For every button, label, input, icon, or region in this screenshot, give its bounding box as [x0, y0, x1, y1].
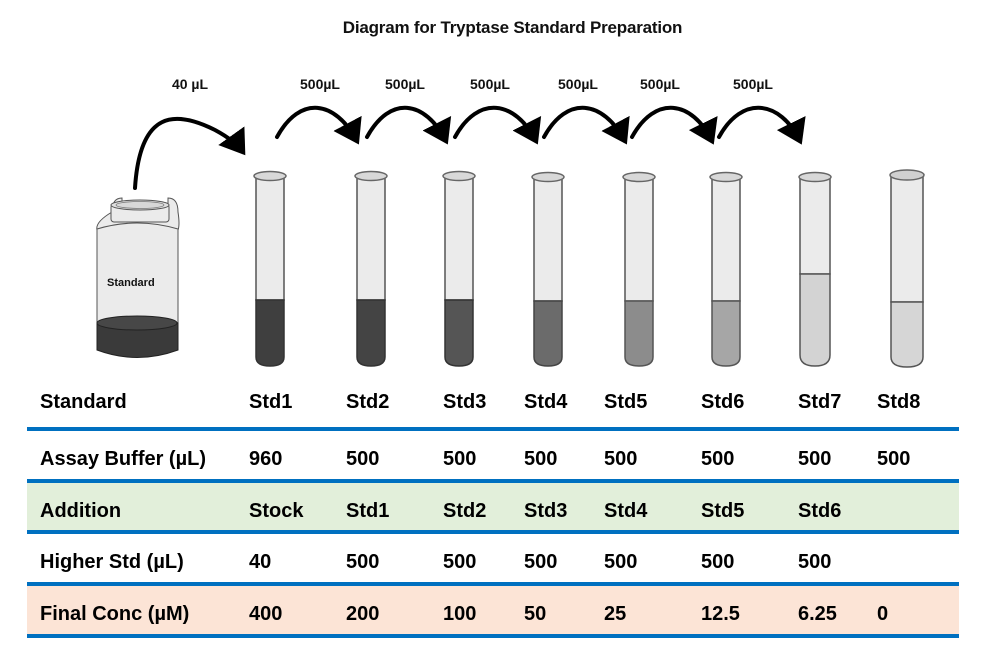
tube-std5-icon: [622, 171, 656, 367]
table-cell: 40: [249, 551, 272, 573]
standard-vial-icon: [96, 197, 180, 358]
table-cell: 0: [877, 603, 889, 625]
table-cell: Std4: [604, 500, 648, 522]
arrow-std4-to-std5: [542, 105, 630, 145]
arrow-std5-to-std6: [630, 105, 718, 145]
table-cell: 500: [443, 551, 477, 573]
arrow-std2-to-std3: [365, 105, 452, 145]
table-cell: 400: [249, 603, 283, 625]
tube-std1-icon: [253, 170, 287, 367]
row-label: Addition: [40, 500, 122, 522]
row-label: Assay Buffer (µL): [40, 448, 206, 470]
row-label: Higher Std (µL): [40, 551, 184, 573]
vial-label: Standard: [107, 277, 155, 289]
transfer-label-4: 500µL: [558, 76, 598, 92]
final-conc-row-bg: [27, 586, 959, 635]
transfer-arrows: [133, 105, 806, 190]
row-label: Final Conc (µM): [40, 603, 190, 625]
table-rule: [27, 530, 959, 534]
table-cell: 100: [443, 603, 477, 625]
table-cell: 500: [701, 448, 735, 470]
table-cell: 960: [249, 448, 283, 470]
table-cell: 50: [524, 603, 547, 625]
table-cell: Std7: [798, 391, 842, 413]
tube-std6-icon: [709, 171, 743, 367]
table-cell: Std5: [604, 391, 648, 413]
tube-std7-icon: [798, 171, 832, 367]
table-cell: Stock: [249, 500, 304, 522]
table-cell: Std2: [443, 500, 487, 522]
transfer-label-stock: 40 µL: [171, 76, 209, 92]
table-cell: 500: [604, 448, 638, 470]
table-cell: 25: [604, 603, 627, 625]
arrow-stock-to-std1: [133, 116, 246, 190]
table-cell: 500: [701, 551, 735, 573]
transfer-label-1: 500µL: [300, 76, 340, 92]
tube-std4-icon: [531, 171, 565, 367]
row-label: Standard: [40, 391, 127, 413]
table-cell: 12.5: [701, 603, 740, 625]
table-rule: [27, 479, 959, 483]
table-cell: 500: [524, 448, 558, 470]
transfer-label-3: 500µL: [470, 76, 510, 92]
addition-row-bg: [27, 483, 959, 531]
table-cell: 500: [443, 448, 477, 470]
table-cell: Std2: [346, 391, 390, 413]
table-cell: 500: [346, 551, 380, 573]
transfer-label-5: 500µL: [640, 76, 680, 92]
table-cell: Std4: [524, 391, 568, 413]
tube-std8-icon: [889, 169, 925, 368]
table-cell: 500: [346, 448, 380, 470]
tube-std2-icon: [354, 170, 388, 367]
tube-std3-icon: [442, 170, 476, 367]
table-cell: 200: [346, 603, 380, 625]
table-rule: [27, 634, 959, 638]
arrow-std6-to-std7: [717, 105, 806, 145]
table-cell: Std5: [701, 500, 745, 522]
table-cell: 500: [798, 448, 832, 470]
table-cell: Std1: [249, 391, 293, 413]
arrow-std1-to-std2: [275, 105, 362, 145]
table-cell: Std1: [346, 500, 390, 522]
diagram-title: Diagram for Tryptase Standard Preparatio…: [342, 18, 683, 37]
table-cell: Std6: [798, 500, 842, 522]
table-cell: 500: [877, 448, 911, 470]
table-cell: 500: [604, 551, 638, 573]
table-rule: [27, 582, 959, 586]
dilution-illustration: [96, 105, 925, 368]
table-cell: 6.25: [798, 603, 837, 625]
transfer-label-2: 500µL: [385, 76, 425, 92]
table-cell: Std3: [524, 500, 568, 522]
table-cell: Std6: [701, 391, 745, 413]
table-cell: Std8: [877, 391, 921, 413]
table-cell: 500: [798, 551, 832, 573]
table-rule: [27, 427, 959, 431]
transfer-label-6: 500µL: [733, 76, 773, 92]
table-cell: Std3: [443, 391, 487, 413]
table-cell: 500: [524, 551, 558, 573]
arrow-std3-to-std4: [453, 105, 542, 145]
